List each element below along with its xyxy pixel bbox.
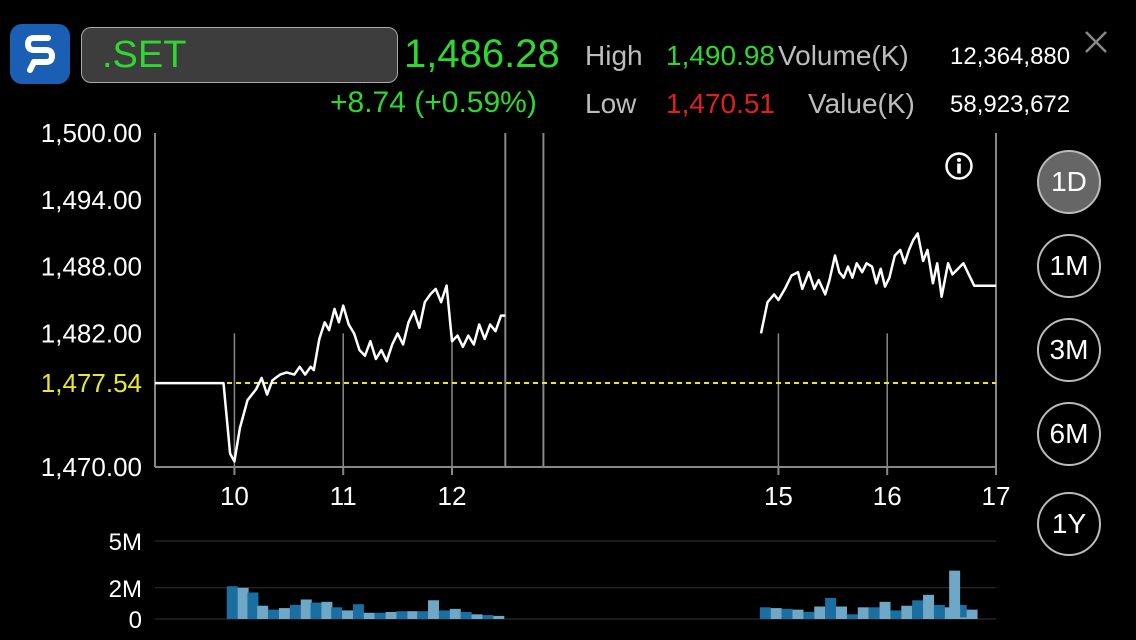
volume-bar bbox=[385, 611, 397, 619]
x-tick-label: 10 bbox=[220, 481, 249, 511]
volume-bar bbox=[363, 612, 375, 619]
volume-bar bbox=[781, 608, 793, 619]
volume-bar bbox=[966, 609, 978, 619]
value-value: 58,923,672 bbox=[950, 91, 1071, 118]
volume-bar bbox=[407, 611, 419, 619]
volume-bar bbox=[449, 608, 461, 619]
volume-bar bbox=[825, 597, 837, 619]
volume-bar bbox=[226, 586, 238, 619]
high-value: 1,490.98 bbox=[666, 40, 775, 71]
period-button-1y[interactable]: 1Y bbox=[1037, 492, 1101, 556]
volume-bar bbox=[879, 601, 891, 619]
y-tick-label: 1,494.00 bbox=[41, 185, 142, 215]
price-change: +8.74 (+0.59%) bbox=[330, 86, 537, 119]
symbol-value[interactable]: .SET bbox=[102, 34, 187, 76]
volume-tick-label: 2M bbox=[109, 576, 142, 603]
period-button-1d[interactable]: 1D bbox=[1037, 150, 1101, 214]
volume-bar bbox=[803, 611, 815, 619]
period-button-3m[interactable]: 3M bbox=[1037, 318, 1101, 382]
volume-bar bbox=[955, 604, 967, 619]
volume-bar bbox=[300, 599, 312, 619]
volume-bar bbox=[374, 612, 386, 619]
volume-bar bbox=[846, 614, 858, 619]
x-tick-label: 12 bbox=[438, 481, 467, 511]
volume-bar bbox=[493, 615, 505, 619]
volume-tick-label: 5M bbox=[109, 529, 142, 556]
volume-bar bbox=[857, 607, 869, 619]
volume-bar bbox=[814, 606, 826, 619]
x-tick-label: 15 bbox=[764, 481, 793, 511]
volume-bar bbox=[289, 604, 301, 619]
high-label: High bbox=[585, 40, 643, 71]
period-button-1m[interactable]: 1M bbox=[1037, 234, 1101, 298]
volume-bar bbox=[321, 601, 333, 619]
volume-bar bbox=[901, 605, 913, 619]
reference-label: 1,477.54 bbox=[41, 368, 142, 398]
volume-bar bbox=[933, 604, 945, 619]
x-tick-label: 17 bbox=[982, 481, 1011, 511]
price-series-line bbox=[155, 284, 506, 463]
volume-bar bbox=[836, 606, 848, 619]
volume-bar bbox=[482, 615, 494, 619]
volume-bar bbox=[428, 600, 440, 619]
y-tick-label: 1,482.00 bbox=[41, 318, 142, 348]
volume-bar bbox=[770, 608, 782, 619]
period-button-6m[interactable]: 6M bbox=[1037, 402, 1101, 466]
y-tick-label: 1,470.00 bbox=[41, 452, 142, 482]
volume-bar bbox=[417, 611, 429, 619]
volume-bar bbox=[868, 607, 880, 619]
volume-bar bbox=[247, 592, 259, 619]
info-icon[interactable] bbox=[944, 151, 974, 181]
volume-bar bbox=[792, 609, 804, 619]
volume-bar bbox=[352, 604, 364, 619]
volume-bar bbox=[890, 610, 902, 619]
volume-bar bbox=[310, 602, 322, 619]
volume-bar bbox=[268, 609, 280, 619]
volume-label: Volume(K) bbox=[778, 40, 909, 71]
volume-value: 12,364,880 bbox=[950, 43, 1071, 70]
volume-bar bbox=[923, 594, 935, 619]
low-value: 1,470.51 bbox=[666, 88, 775, 119]
volume-bar bbox=[257, 605, 269, 619]
volume-bar bbox=[396, 611, 408, 619]
last-price: 1,486.28 bbox=[404, 32, 560, 76]
price-series-line bbox=[759, 232, 996, 334]
symbol-input[interactable] bbox=[81, 27, 398, 83]
value-label: Value(K) bbox=[808, 88, 915, 119]
y-tick-label: 1,488.00 bbox=[41, 252, 142, 282]
volume-bar bbox=[237, 587, 249, 619]
volume-tick-label: 0 bbox=[129, 607, 142, 634]
volume-bar bbox=[759, 607, 771, 619]
volume-bar bbox=[912, 600, 924, 619]
app-logo-icon bbox=[10, 24, 70, 84]
x-tick-label: 11 bbox=[330, 481, 357, 511]
x-tick-label: 16 bbox=[873, 481, 902, 511]
volume-bar bbox=[342, 610, 354, 619]
volume-bar bbox=[471, 614, 483, 619]
volume-bar bbox=[460, 611, 472, 619]
volume-bar bbox=[278, 608, 290, 619]
low-label: Low bbox=[585, 88, 637, 119]
volume-bar bbox=[438, 610, 450, 619]
volume-bar bbox=[960, 617, 972, 619]
y-tick-label: 1,500.00 bbox=[41, 118, 142, 148]
close-icon[interactable] bbox=[1080, 26, 1112, 58]
volume-bar bbox=[949, 570, 961, 619]
volume-bar bbox=[331, 607, 343, 619]
